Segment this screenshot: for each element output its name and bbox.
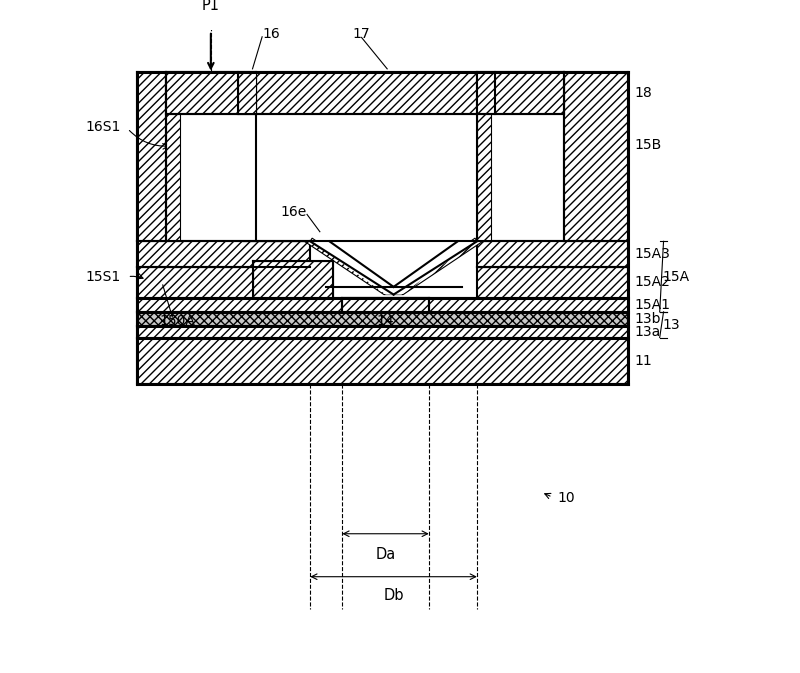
Polygon shape — [137, 312, 628, 326]
Polygon shape — [305, 238, 394, 295]
Text: 15S1: 15S1 — [86, 270, 121, 283]
Text: 16: 16 — [262, 27, 280, 40]
Polygon shape — [477, 267, 628, 297]
Text: Db: Db — [383, 588, 404, 603]
Polygon shape — [238, 72, 256, 114]
Text: 15A: 15A — [663, 270, 690, 283]
Text: 13a: 13a — [634, 325, 660, 339]
Polygon shape — [137, 72, 166, 242]
Polygon shape — [477, 72, 563, 114]
Text: 16S1: 16S1 — [86, 120, 121, 133]
Polygon shape — [166, 114, 180, 242]
Polygon shape — [253, 260, 333, 297]
Polygon shape — [137, 297, 628, 312]
Polygon shape — [477, 114, 491, 242]
Text: 18: 18 — [634, 85, 652, 100]
Polygon shape — [137, 338, 628, 384]
Polygon shape — [394, 238, 482, 295]
Polygon shape — [563, 72, 628, 242]
Text: 15A2: 15A2 — [634, 275, 670, 289]
Polygon shape — [166, 72, 256, 114]
Polygon shape — [342, 297, 429, 312]
Text: 10: 10 — [557, 491, 574, 505]
Text: 11: 11 — [634, 354, 652, 368]
Text: 15B: 15B — [634, 139, 662, 153]
Text: 13b: 13b — [634, 312, 661, 326]
Text: 13: 13 — [663, 318, 681, 332]
Polygon shape — [256, 72, 477, 114]
Polygon shape — [137, 326, 628, 338]
Text: Da: Da — [375, 546, 396, 561]
Text: 17: 17 — [353, 27, 370, 40]
Text: 15A1: 15A1 — [634, 298, 670, 312]
Polygon shape — [477, 242, 628, 267]
Polygon shape — [137, 267, 310, 297]
Text: 14: 14 — [377, 314, 394, 328]
Text: 150A: 150A — [159, 314, 195, 328]
Text: 16e: 16e — [281, 205, 307, 219]
Polygon shape — [312, 242, 475, 295]
Text: 15A3: 15A3 — [634, 247, 670, 261]
Text: P1: P1 — [202, 0, 220, 13]
Polygon shape — [137, 242, 310, 267]
